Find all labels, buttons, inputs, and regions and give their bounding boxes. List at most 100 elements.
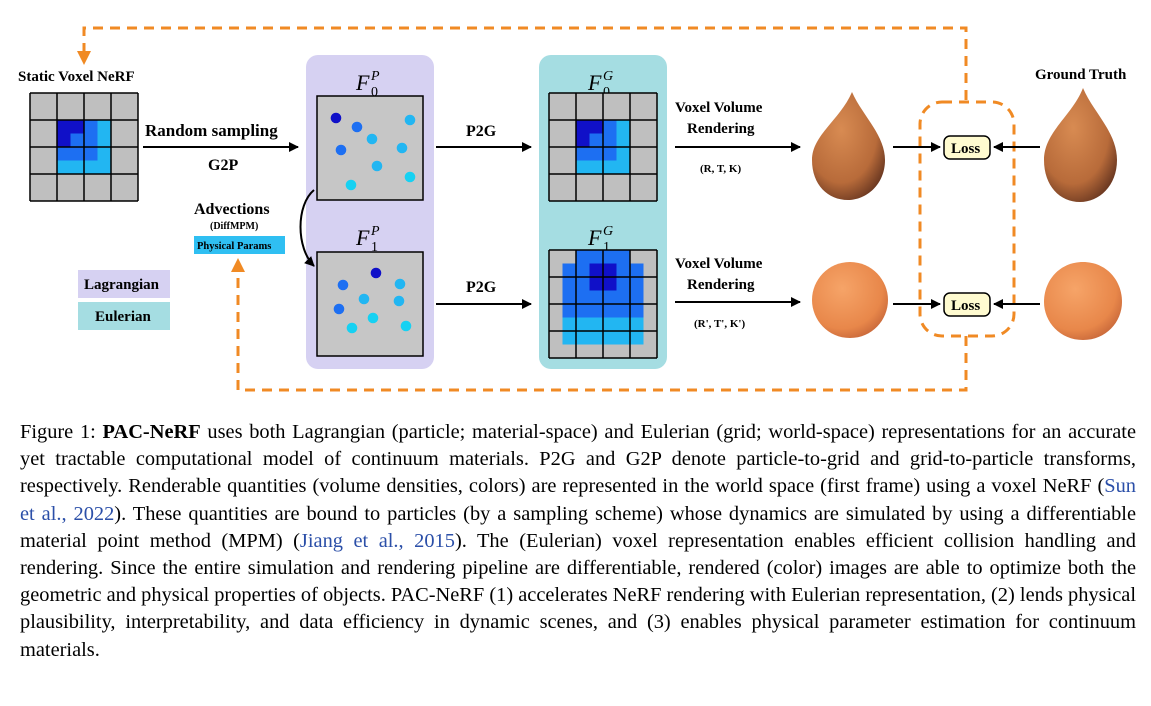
voxel-cell: [589, 317, 603, 331]
voxel-cell: [603, 160, 617, 174]
voxel-cell: [589, 277, 603, 291]
legend-eulerian-label: Eulerian: [95, 309, 151, 325]
voxel-cell: [97, 120, 111, 134]
figure-caption: Figure 1: PAC-NeRF uses both Lagrangian …: [20, 419, 1136, 664]
g2p-label: G2P: [208, 157, 238, 174]
render-top-line2: Rendering: [687, 121, 755, 137]
voxel-cell: [562, 290, 576, 304]
svg-text:1: 1: [371, 240, 378, 255]
render-bottom-params: (R', T', K'): [694, 318, 745, 330]
particle: [346, 322, 358, 334]
particle: [370, 267, 382, 279]
ground-truth-label: Ground Truth: [1035, 67, 1127, 83]
legend-eulerian-swatch: [78, 302, 170, 330]
voxel-cell: [630, 290, 644, 304]
render-bottom-line2: Rendering: [687, 277, 755, 293]
grid-frame-0: [548, 92, 658, 202]
voxel-cell: [57, 160, 71, 174]
voxel-cell: [603, 277, 617, 291]
loss-group-box: [918, 100, 1016, 338]
particles-frame-0: [330, 112, 416, 191]
voxel-cell: [576, 290, 590, 304]
particle: [400, 320, 412, 332]
voxel-cell: [562, 317, 576, 331]
svg-text:G: G: [603, 69, 613, 84]
voxel-cell: [97, 160, 111, 174]
svg-text:F: F: [355, 70, 370, 95]
p2g-bottom-label: P2G: [466, 279, 497, 296]
voxel-cell: [589, 263, 603, 277]
voxel-cell: [84, 133, 98, 147]
citation-jiang-2015[interactable]: Jiang et al., 2015: [299, 529, 455, 552]
voxel-cell: [576, 263, 590, 277]
voxel-cell: [616, 147, 630, 161]
static-voxel-title: Static Voxel NeRF: [18, 69, 135, 85]
voxel-cell: [630, 304, 644, 318]
voxel-cell: [70, 120, 84, 134]
f1p-label: F P 1: [355, 224, 380, 255]
voxel-cell: [84, 147, 98, 161]
voxel-cell: [70, 160, 84, 174]
legend-lagrangian-label: Lagrangian: [84, 277, 160, 293]
voxel-cell: [616, 277, 630, 291]
voxel-cell: [576, 147, 590, 161]
loss-bottom-label: Loss: [951, 298, 980, 314]
voxel-cell: [562, 263, 576, 277]
voxel-cell: [630, 331, 644, 345]
voxel-cell: [616, 160, 630, 174]
voxel-cell: [70, 147, 84, 161]
voxel-cell: [562, 331, 576, 345]
particle: [396, 142, 408, 154]
voxel-cell: [616, 250, 630, 264]
legend-lagrangian-swatch: [78, 270, 170, 298]
voxel-cell: [616, 290, 630, 304]
particle: [351, 121, 363, 133]
particle: [333, 303, 345, 315]
voxel-cell: [576, 120, 590, 134]
svg-text:F: F: [587, 70, 602, 95]
particle: [345, 179, 357, 191]
voxel-cell: [589, 290, 603, 304]
rendered-object-bottom: [812, 262, 888, 338]
loss-top-label: Loss: [951, 141, 980, 157]
voxel-cell: [630, 317, 644, 331]
svg-text:F: F: [355, 225, 370, 250]
voxel-cell: [576, 160, 590, 174]
voxel-cell: [603, 147, 617, 161]
voxel-cell: [576, 317, 590, 331]
particle: [371, 160, 383, 172]
voxel-cell: [589, 147, 603, 161]
render-top-line1: Voxel Volume: [675, 100, 763, 116]
voxel-cell: [562, 277, 576, 291]
bottom-feedback-loop: [231, 258, 968, 392]
voxel-cell: [630, 277, 644, 291]
particles-frame-1: [333, 267, 412, 334]
f1g-label: F G 1: [587, 224, 613, 255]
caption-label: Figure 1:: [20, 421, 103, 443]
loss-box-top: [943, 135, 991, 160]
p2g-top-label: P2G: [466, 123, 497, 140]
voxel-cell: [576, 304, 590, 318]
voxel-cell: [589, 250, 603, 264]
particle-frame-1: [316, 251, 424, 357]
advection-arrow: [299, 189, 315, 267]
voxel-cell: [97, 133, 111, 147]
caption-text-1: uses both Lagrangian (particle; material…: [20, 421, 1136, 498]
voxel-cell: [57, 120, 71, 134]
voxel-cell: [70, 133, 84, 147]
random-sampling-label: Random sampling: [145, 121, 278, 140]
voxel-cell: [57, 147, 71, 161]
voxel-cell: [589, 120, 603, 134]
render-top-params: (R, T, K): [700, 163, 741, 175]
svg-text:1: 1: [603, 240, 610, 255]
advections-label: Advections: [194, 201, 270, 218]
voxel-cell: [84, 160, 98, 174]
citation-sun-2022[interactable]: Sun et al., 2022: [20, 475, 1136, 525]
caption-text-3: ). The (Eulerian) voxel representation e…: [20, 529, 1136, 661]
top-feedback-loop: [77, 26, 968, 100]
voxel-cell: [616, 331, 630, 345]
pipeline-diagram: Static Voxel NeRF Random sampling G2P F …: [18, 26, 1127, 392]
particle: [404, 114, 416, 126]
grid-frame-1: [548, 249, 658, 359]
voxel-cell: [589, 304, 603, 318]
